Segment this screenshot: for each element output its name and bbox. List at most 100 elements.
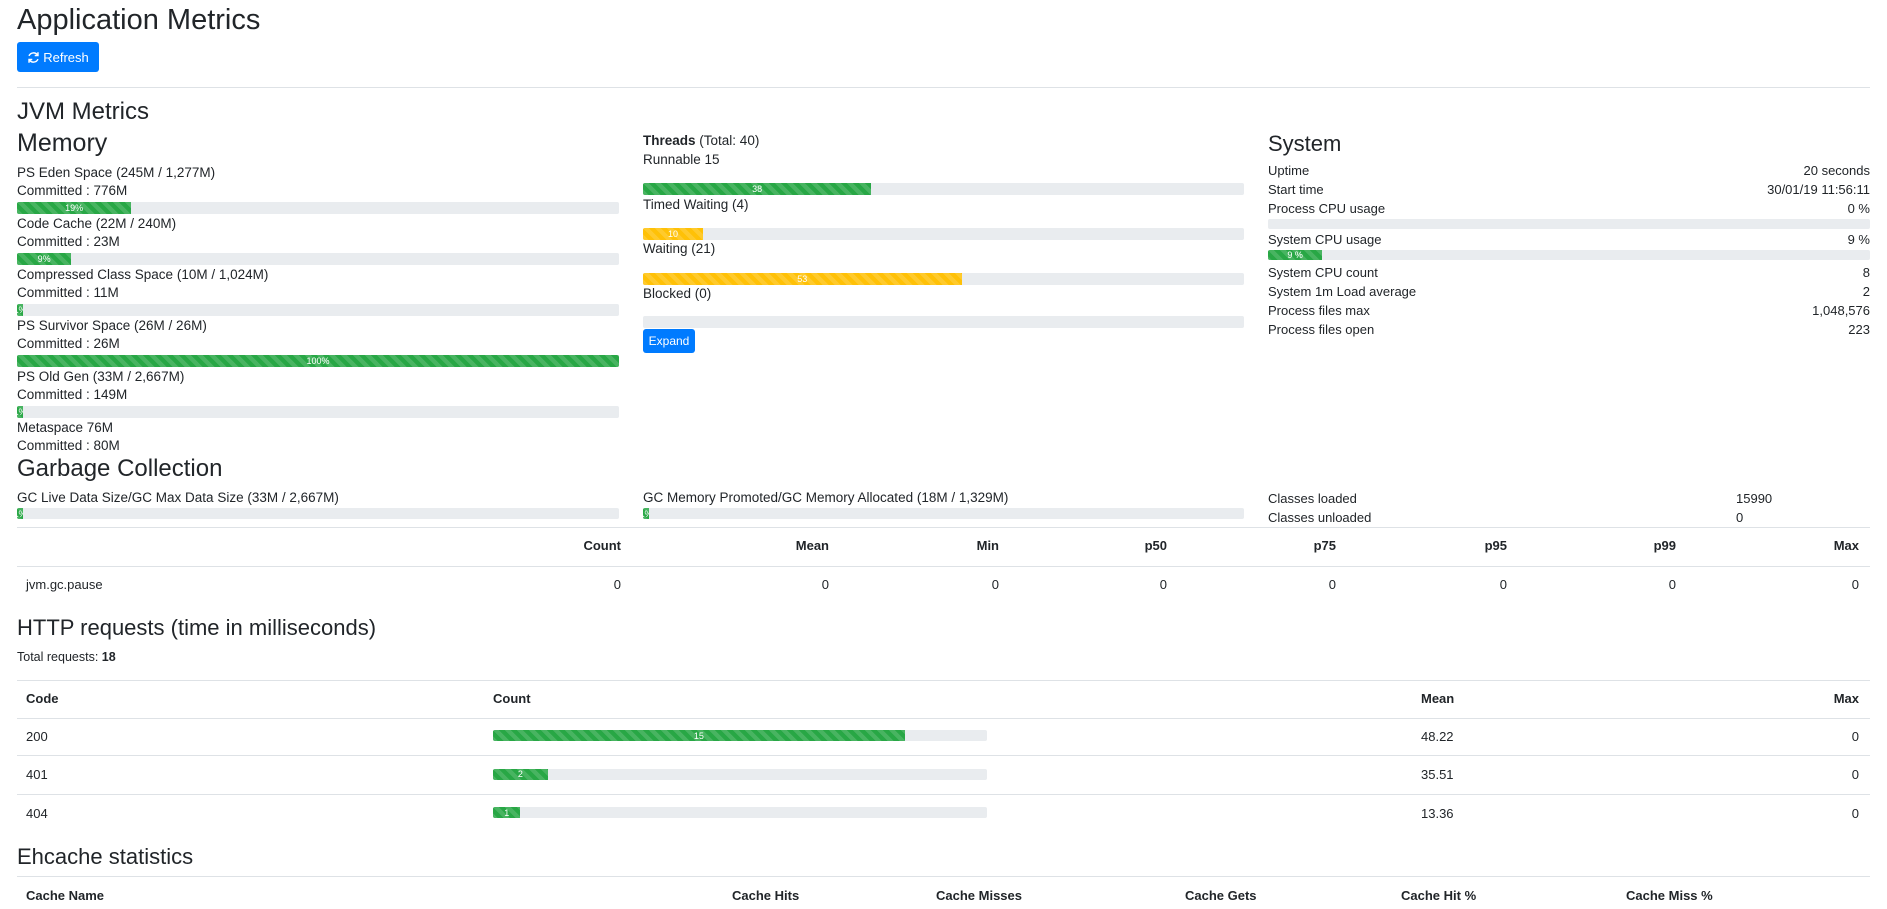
table-cell: 35.51 (1421, 766, 1454, 783)
progress-track: 1% (17, 304, 619, 316)
progress-bar: 1% (17, 508, 23, 519)
progress-bar: 9 % (1268, 250, 1322, 260)
divider (17, 755, 1870, 756)
system-value: 8 (1863, 264, 1870, 281)
system-name: Uptime (1268, 162, 1309, 179)
divider (17, 794, 1870, 795)
expand-button[interactable]: Expand (643, 329, 695, 353)
progress-bar: 1% (643, 508, 649, 519)
refresh-label: Refresh (43, 50, 89, 65)
table-header: Cache Miss % (1626, 887, 1713, 904)
table-header: Cache Gets (1185, 887, 1257, 904)
memory-name: PS Eden Space (245M / 1,277M) (17, 164, 215, 182)
table-header: p75 (1314, 537, 1336, 554)
memory-name: Metaspace 76M (17, 419, 113, 437)
table-header: p99 (1654, 537, 1676, 554)
progress-track: 19% (17, 202, 619, 214)
table-header: p50 (1145, 537, 1167, 554)
table-cell: 0 (992, 576, 999, 593)
progress-bar: 2 (493, 769, 548, 780)
system-name: System CPU count (1268, 264, 1378, 281)
system-value: 2 (1863, 283, 1870, 300)
threads-title: Threads (Total: 40) (643, 132, 759, 150)
table-cell: 48.22 (1421, 728, 1454, 745)
progress-track: 53 (643, 273, 1244, 285)
refresh-button[interactable]: Refresh (17, 42, 99, 72)
gc-name: GC Live Data Size/GC Max Data Size (33M … (17, 489, 339, 507)
table-cell: 404 (26, 805, 48, 822)
thread-state: Timed Waiting (4) (643, 196, 749, 214)
table-header: Max (1834, 537, 1859, 554)
progress-track: 1 (493, 807, 987, 818)
progress-bar: 9% (17, 253, 71, 265)
table-cell: 0 (614, 576, 621, 593)
table-header: Cache Hit % (1401, 887, 1476, 904)
divider (17, 87, 1870, 88)
total-requests: 18 (102, 650, 116, 664)
progress-track: 10 (643, 228, 1244, 240)
divider (17, 566, 1870, 567)
progress-track: 1% (17, 406, 619, 418)
memory-committed: Committed : 23M (17, 233, 120, 251)
table-header: Cache Misses (936, 887, 1022, 904)
system-name: System CPU usage (1268, 231, 1381, 248)
system-name: Process files open (1268, 321, 1374, 338)
progress-bar: 100% (17, 355, 619, 367)
classes-name: Classes loaded (1268, 490, 1357, 507)
progress-track: 9% (17, 253, 619, 265)
progress-bar: 19% (17, 202, 131, 214)
progress-track: 38 (643, 183, 1244, 195)
table-cell: 13.36 (1421, 805, 1454, 822)
table-cell: 0 (1500, 576, 1507, 593)
system-value: 223 (1848, 321, 1870, 338)
table-header: Cache Name (26, 887, 104, 904)
table-cell: 0 (1160, 576, 1167, 593)
progress-track: 100% (17, 355, 619, 367)
threads-label: Threads (643, 133, 696, 148)
progress-track: 1% (17, 508, 619, 519)
section-title: Garbage Collection (17, 453, 222, 484)
progress-bar: 1% (17, 406, 23, 418)
total-requests-label: Total requests: 18 (17, 649, 116, 665)
refresh-icon (27, 51, 40, 64)
table-cell: 0 (1329, 576, 1336, 593)
system-value: 1,048,576 (1812, 302, 1870, 319)
table-header: p95 (1485, 537, 1507, 554)
system-name: Start time (1268, 181, 1324, 198)
table-cell: 0 (822, 576, 829, 593)
section-title: Ehcache statistics (17, 842, 193, 871)
table-cell: 401 (26, 766, 48, 783)
system-title: System (1268, 129, 1341, 158)
system-value: 30/01/19 11:56:11 (1767, 181, 1870, 198)
system-value: 20 seconds (1804, 162, 1871, 179)
progress-track: 15 (493, 730, 987, 741)
progress-track: 2 (493, 769, 987, 780)
table-header: Cache Hits (732, 887, 799, 904)
progress-bar: 1% (17, 304, 23, 316)
system-name: System 1m Load average (1268, 283, 1416, 300)
thread-state: Runnable 15 (643, 151, 720, 169)
memory-name: PS Old Gen (33M / 2,667M) (17, 368, 184, 386)
progress-bar: 10 (643, 228, 703, 240)
page-title: Application Metrics (17, 1, 260, 39)
table-header: Mean (1421, 690, 1454, 707)
memory-committed: Committed : 149M (17, 386, 127, 404)
table-header: Min (977, 537, 999, 554)
classes-value: 0 (1736, 509, 1743, 526)
table-cell: 0 (1852, 576, 1859, 593)
thread-state: Blocked (0) (643, 285, 711, 303)
table-header: Count (493, 690, 531, 707)
memory-title: Memory (17, 127, 107, 160)
section-title: HTTP requests (time in milliseconds) (17, 613, 376, 642)
table-cell: 200 (26, 728, 48, 745)
progress-bar: 53 (643, 273, 962, 285)
progress-track (643, 316, 1244, 328)
thread-state: Waiting (21) (643, 240, 715, 258)
memory-committed: Committed : 11M (17, 284, 119, 302)
divider (17, 527, 1870, 528)
progress-track: 1% (643, 508, 1244, 519)
table-cell: 0 (1852, 728, 1859, 745)
table-header: Count (583, 537, 621, 554)
divider (17, 718, 1870, 719)
